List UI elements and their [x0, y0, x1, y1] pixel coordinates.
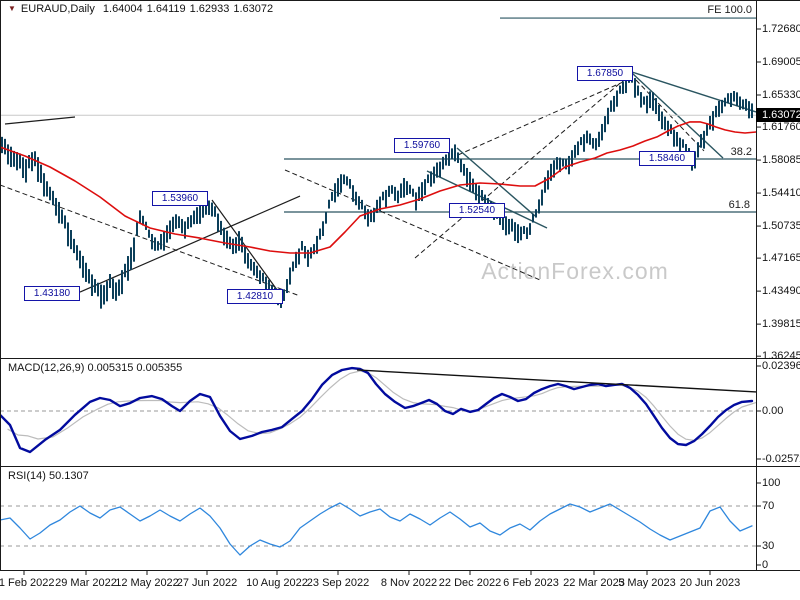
top-border [0, 0, 800, 1]
date-label: 6 Feb 2023 [503, 577, 559, 589]
ohlc-open: 1.64004 [102, 3, 143, 15]
date-label: 8 Nov 2022 [380, 577, 438, 589]
pivot-price-label: 1.52540 [449, 203, 505, 218]
current-price-tag: 1.63072 [756, 108, 800, 123]
price-axis-label: 1.69005 [762, 55, 800, 68]
rsi-chart-canvas[interactable] [0, 466, 756, 570]
fib-level-label: 61.8 [728, 199, 750, 211]
price-axis-label: 1.50735 [762, 219, 800, 232]
date-label: 22 Mar 2023 [563, 577, 625, 589]
pivot-price-label: 1.43180 [24, 286, 80, 301]
pivot-price-label: 1.53960 [152, 191, 208, 206]
date-label: 29 Mar 2022 [55, 577, 117, 589]
pivot-price-label: 1.67850 [577, 66, 633, 81]
price-axis-label: 1.36245 [762, 349, 800, 362]
date-label: 27 Jun 2022 [176, 577, 238, 589]
macd-axis-label: 0.00 [762, 404, 784, 417]
macd-indicator-label: MACD(12,26,9) 0.005315 0.005355 [8, 362, 183, 374]
price-axis-label: 1.47165 [762, 251, 800, 264]
fib-level-label: FE 100.0 [707, 4, 752, 16]
macd-rsi-separator[interactable] [0, 466, 800, 467]
rsi-axis-label: 30 [762, 539, 775, 552]
price-chart-canvas[interactable] [0, 0, 756, 358]
price-axis-label: 1.61760 [762, 120, 800, 133]
date-label: 5 May 2023 [618, 577, 676, 589]
macd-axis-label: 0.023963 [762, 359, 800, 372]
macd-chart-canvas[interactable] [0, 358, 756, 466]
date-label: 10 Aug 2022 [246, 577, 308, 589]
price-axis-label: 1.39815 [762, 317, 800, 330]
rsi-axis-label: 0 [762, 558, 769, 571]
pivot-price-label: 1.59760 [394, 138, 450, 153]
fib-level-label: 38.2 [730, 146, 752, 158]
watermark: ActionForex.com [481, 258, 669, 284]
axis-border [756, 0, 757, 570]
macd-axis-label: -0.025726 [762, 452, 800, 465]
rsi-axis-label: 70 [762, 499, 775, 512]
date-label: 11 Feb 2022 [0, 577, 55, 589]
price-axis-label: 1.54410 [762, 186, 800, 199]
rsi-axis-label: 100 [762, 476, 781, 489]
date-label: 20 Jun 2023 [679, 577, 741, 589]
date-label: 22 Dec 2022 [438, 577, 502, 589]
chart-title: ▼ EURAUD,Daily 1.64004 1.64119 1.62933 1.6307… [8, 3, 277, 15]
symbol-dropdown-icon[interactable]: ▼ [8, 4, 16, 13]
pivot-price-label: 1.58460 [639, 151, 695, 166]
ohlc-close: 1.63072 [233, 3, 274, 15]
price-axis-label: 1.72680 [762, 22, 800, 35]
ohlc-high: 1.64119 [146, 3, 186, 15]
ohlc-low: 1.62933 [189, 3, 230, 15]
symbol-timeframe: EURAUD,Daily [20, 3, 95, 15]
date-label: 12 May 2022 [115, 577, 179, 589]
pivot-price-label: 1.42810 [227, 289, 283, 304]
date-label: 23 Sep 2022 [306, 577, 370, 589]
rsi-indicator-label: RSI(14) 50.1307 [8, 470, 89, 482]
left-border [0, 0, 1, 570]
time-axis-border [0, 570, 800, 571]
price-axis-label: 1.58085 [762, 153, 800, 166]
price-axis-label: 1.65330 [762, 88, 800, 101]
price-axis-label: 1.43490 [762, 284, 800, 297]
price-macd-separator[interactable] [0, 358, 800, 359]
